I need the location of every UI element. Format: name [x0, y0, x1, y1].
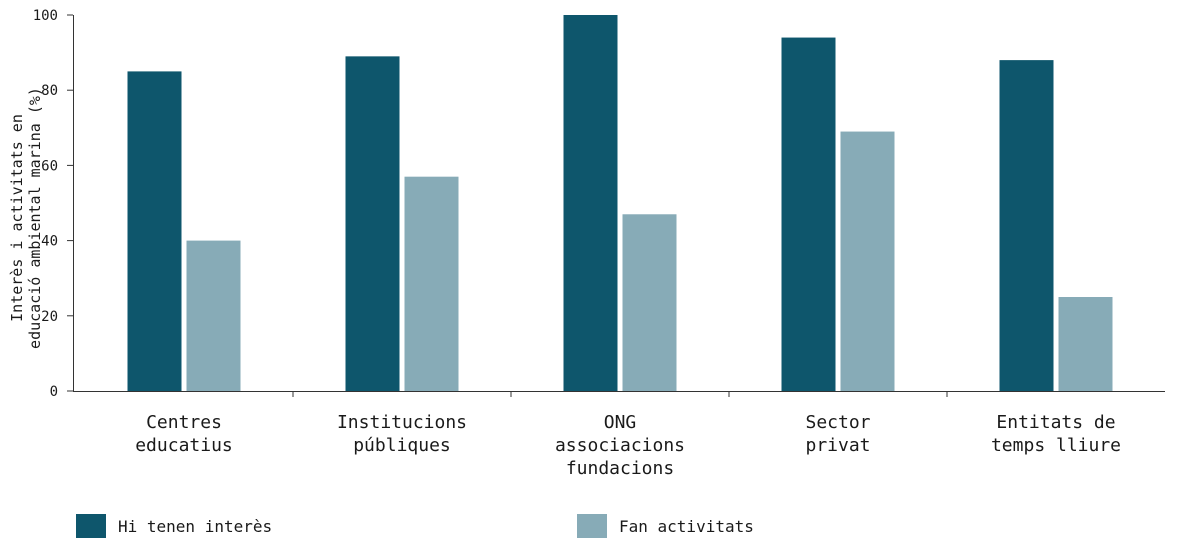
category-label-line: associacions — [555, 435, 685, 456]
y-tick-label: 60 — [41, 158, 58, 174]
y-tick-label: 100 — [33, 8, 58, 24]
category-label-line: educatius — [135, 435, 233, 456]
category-labels: Centres educatius Institucions públiques ONG… — [135, 412, 1121, 479]
legend-label: Fan activitats — [619, 517, 754, 536]
category-label-line: Institucions — [337, 412, 467, 433]
bar-fan-activitats — [186, 240, 241, 391]
y-axis: 0 20 40 60 80 100 — [33, 8, 74, 400]
legend-swatch — [76, 514, 106, 538]
y-axis-title-line: Interès i activitats en — [8, 114, 26, 322]
category-label: ONG associacions fundacions — [555, 412, 685, 479]
y-tick-label: 0 — [50, 384, 58, 400]
category-label-line: temps lliure — [991, 435, 1121, 456]
y-axis-label: Interès i activitats eneducació ambienta… — [8, 87, 44, 349]
category-label: Sector privat — [805, 412, 870, 456]
category-label: Institucions públiques — [337, 412, 467, 456]
bar-hi-tenen-interes — [999, 60, 1054, 392]
category-label: Centres educatius — [135, 412, 233, 456]
category-label-line: fundacions — [566, 458, 674, 479]
y-axis-title: Interès i activitats eneducació ambienta… — [8, 87, 44, 349]
y-tick-label: 40 — [41, 234, 58, 250]
legend-label: Hi tenen interès — [118, 517, 272, 536]
bars — [127, 15, 1113, 392]
bar-fan-activitats — [622, 214, 677, 391]
y-tick-label: 20 — [41, 309, 58, 325]
bar-hi-tenen-interes — [127, 71, 182, 392]
category-label-line: públiques — [353, 435, 451, 456]
bar-hi-tenen-interes — [781, 37, 836, 392]
bar-fan-activitats — [404, 176, 459, 391]
bar-hi-tenen-interes — [563, 15, 618, 391]
bar-fan-activitats — [1058, 297, 1113, 391]
legend-swatch — [577, 514, 607, 538]
y-tick-label: 80 — [41, 83, 58, 99]
category-label-line: privat — [805, 435, 870, 456]
category-label-line: Entitats de — [996, 412, 1115, 433]
category-label-line: Centres — [146, 412, 222, 433]
bar-hi-tenen-interes — [345, 56, 400, 392]
category-label: Entitats de temps lliure — [991, 412, 1121, 456]
legend: Hi tenen interès Fan activitats — [76, 514, 754, 538]
category-label-line: ONG — [604, 412, 637, 433]
category-label-line: Sector — [805, 412, 870, 433]
x-axis — [73, 391, 1165, 397]
y-axis-title-line: educació ambiental marina (%) — [26, 87, 44, 349]
bar-fan-activitats — [840, 131, 895, 391]
